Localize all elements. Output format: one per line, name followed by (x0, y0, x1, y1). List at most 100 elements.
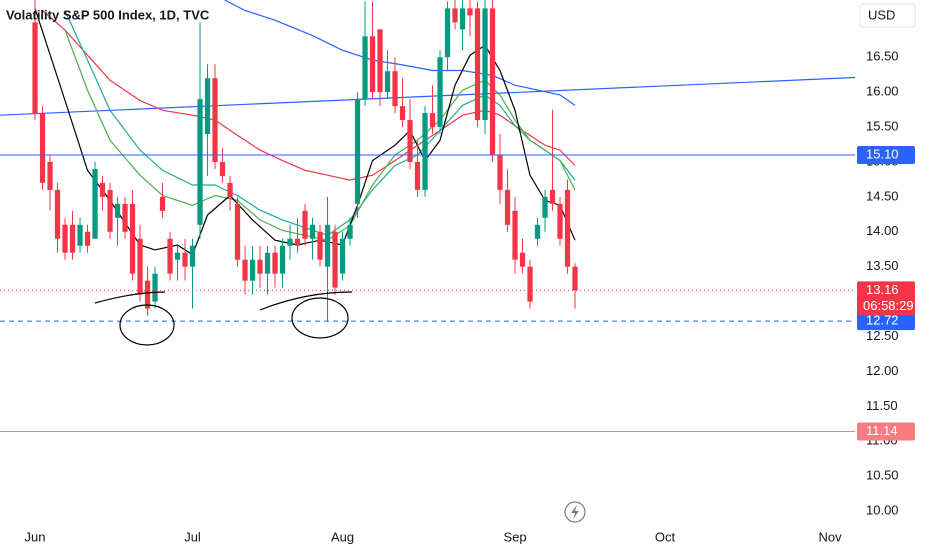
candle-body (482, 8, 488, 121)
candle-body (459, 8, 466, 30)
drawn-circle (119, 304, 175, 346)
candle-body (54, 189, 61, 239)
currency-box[interactable] (859, 3, 916, 28)
candle-body (429, 113, 436, 128)
candle-body (414, 161, 421, 190)
drawn-curve (94, 291, 166, 304)
candle-body (129, 203, 136, 274)
candle-body (212, 78, 218, 162)
candle-body (272, 252, 278, 274)
candle-body (549, 189, 556, 204)
countdown: 06:58:29 (863, 298, 914, 313)
y-tick-label: 13.50 (866, 258, 899, 273)
candle-body (294, 238, 301, 246)
candle-body (189, 245, 196, 267)
price-label: 12.72 (866, 313, 899, 328)
candle-body (542, 196, 548, 218)
candle-body (309, 224, 316, 239)
candle-body (84, 231, 91, 246)
candle-body (489, 8, 496, 155)
x-tick-label: Jun (25, 529, 46, 544)
candle-body (497, 154, 503, 190)
candle-body (204, 78, 211, 135)
currency: USD (868, 7, 895, 22)
y-tick-label: 11.50 (866, 398, 898, 413)
candle-body (302, 210, 308, 239)
y-tick-label: 10.00 (866, 502, 899, 517)
drawn-curve (259, 291, 353, 311)
indicator-line (0, 76, 855, 116)
candle-body (317, 231, 323, 260)
price-label: 11.14 (866, 423, 898, 438)
candle-body (557, 203, 563, 239)
candle-body (152, 273, 158, 302)
y-tick-label: 12.00 (866, 363, 899, 378)
candle-body (519, 252, 526, 267)
candle-body (92, 168, 98, 239)
candle-body (69, 224, 76, 253)
y-tick-label: 14.50 (866, 188, 899, 203)
candle-body (422, 113, 428, 190)
candle-body (242, 259, 248, 281)
drawings (94, 291, 353, 346)
candle-body (77, 224, 83, 246)
x-tick-label: Oct (655, 529, 676, 544)
candle-body (114, 203, 121, 218)
candle-body (197, 99, 203, 225)
price-label: 15.10 (866, 146, 899, 161)
candle-body (99, 182, 106, 197)
candle-body (219, 161, 226, 176)
candle-body (144, 280, 151, 309)
candle-body (32, 22, 38, 114)
candle-body (534, 224, 541, 239)
candle-body (159, 196, 166, 211)
x-tick-label: Jul (184, 529, 201, 544)
candle-body (564, 189, 571, 267)
candle-body (62, 224, 68, 253)
candle-body (407, 120, 413, 162)
x-tick-label: Aug (331, 529, 354, 544)
candle-body (437, 57, 443, 128)
candle-body (354, 99, 361, 204)
price-label-box (857, 145, 915, 164)
y-tick-label: 10.50 (866, 468, 899, 483)
candle-body (474, 8, 481, 121)
candle-body (287, 238, 293, 246)
indicator-line (42, 10, 576, 181)
candle-body (264, 252, 271, 274)
price-axis: 10.0010.5011.0011.5012.0012.5013.5014.00… (25, 49, 915, 544)
candle-body (339, 238, 346, 274)
candle-body (347, 224, 353, 239)
drawn-circle (291, 297, 349, 339)
candle-body (234, 203, 241, 260)
candle-body (399, 106, 406, 121)
x-tick-label: Sep (503, 529, 526, 544)
candle-body (452, 8, 458, 23)
candle-body (107, 189, 113, 232)
y-tick-label: 16.50 (866, 49, 899, 64)
candle-body (249, 259, 256, 281)
replay-icon[interactable] (564, 501, 586, 523)
indicator-line (64, 29, 576, 241)
y-tick-label: 16.00 (866, 84, 899, 99)
candle-body (527, 266, 533, 302)
candle-body (137, 238, 143, 295)
indicator-line (64, 10, 576, 236)
candle-body (182, 252, 188, 267)
candle-body (122, 203, 128, 232)
candle-body (279, 245, 286, 274)
candle-body (512, 210, 518, 260)
chart-title: Volatility S&P 500 Index, 1D, TVC (6, 7, 210, 22)
candle-body (377, 29, 383, 93)
candle-body (47, 161, 53, 190)
indicator-line (224, 0, 576, 106)
candle-body (174, 252, 181, 260)
candle-body (369, 36, 376, 93)
candle-body (257, 259, 263, 274)
x-tick-label: Nov (818, 529, 842, 544)
price-label-box (857, 422, 915, 441)
plot-area (0, 0, 855, 432)
y-tick-label: 15.50 (866, 118, 899, 133)
candle-body (227, 182, 233, 197)
